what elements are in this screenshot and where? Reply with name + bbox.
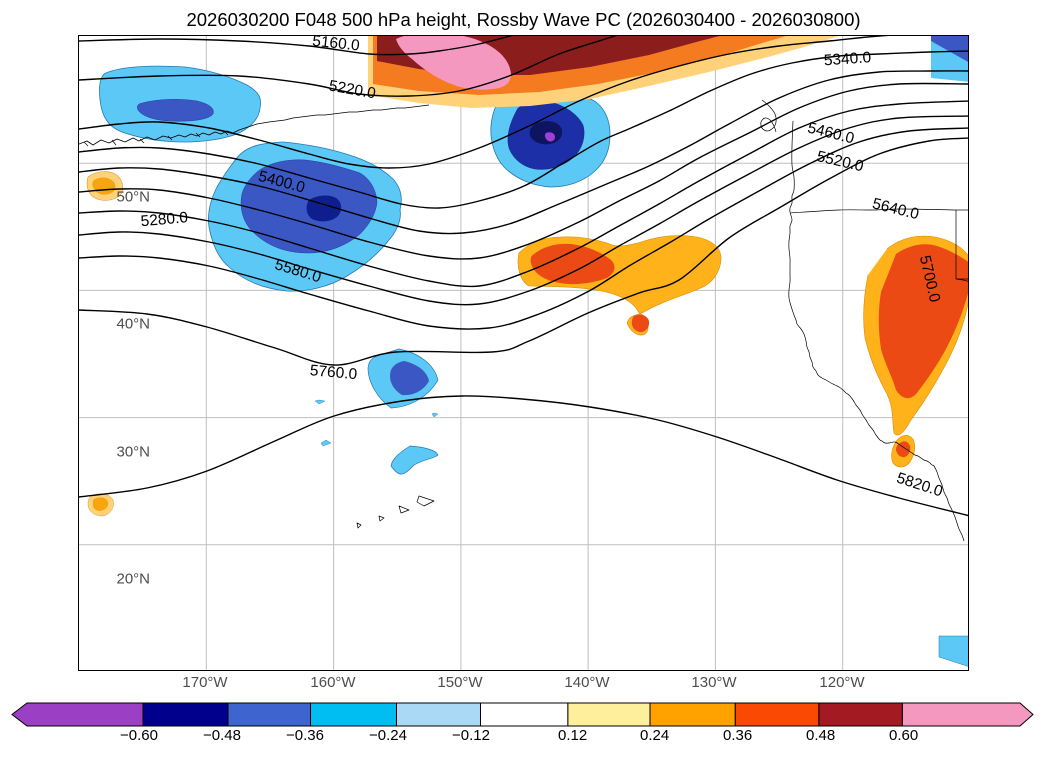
- svg-text:5460.0: 5460.0: [806, 119, 856, 147]
- svg-text:5160.0: 5160.0: [311, 36, 360, 55]
- svg-text:5640.0: 5640.0: [871, 195, 921, 223]
- svg-text:5760.0: 5760.0: [309, 362, 358, 383]
- svg-text:5520.0: 5520.0: [815, 148, 865, 175]
- svg-text:5340.0: 5340.0: [823, 49, 872, 69]
- svg-text:5280.0: 5280.0: [140, 209, 189, 230]
